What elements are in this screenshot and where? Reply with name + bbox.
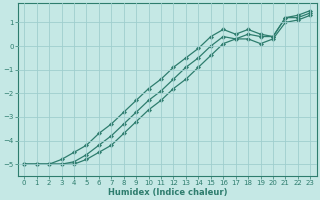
X-axis label: Humidex (Indice chaleur): Humidex (Indice chaleur) — [108, 188, 227, 197]
